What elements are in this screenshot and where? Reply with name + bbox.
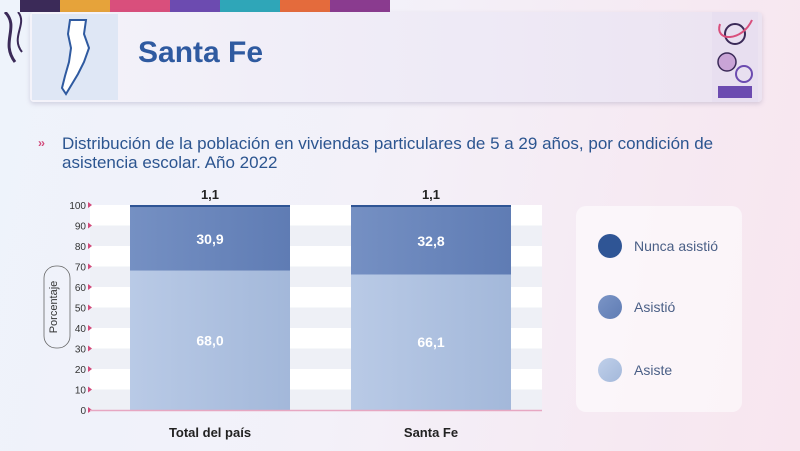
y-tick-label: 20 (75, 365, 87, 376)
y-tick-label: 100 (69, 201, 86, 212)
province-map (32, 14, 118, 100)
y-tick-label: 30 (75, 345, 87, 356)
grid-band (90, 266, 542, 287)
bar-0-0 (130, 270, 290, 410)
legend-swatch-asistio (598, 295, 622, 319)
y-tick-marker (88, 345, 92, 352)
double-chevron-icon: ›› (38, 136, 45, 150)
data-label: 1,1 (201, 187, 219, 202)
grid-band (90, 348, 542, 369)
grid-band (90, 225, 542, 246)
y-tick-label: 40 (75, 324, 87, 335)
legend-swatch-asiste (598, 358, 622, 382)
bar-0-1 (351, 274, 511, 410)
y-tick-label: 80 (75, 242, 87, 253)
y-tick-label: 10 (75, 386, 87, 397)
legend: Nunca asistió Asistió Asiste (576, 206, 742, 412)
bar-1-1 (351, 207, 511, 275)
decorative-faces-illustration (712, 12, 758, 102)
y-tick-label: 0 (80, 406, 86, 417)
grid-band (90, 307, 542, 328)
page-title: Santa Fe (138, 36, 264, 69)
y-tick-marker (88, 325, 92, 331)
y-tick-label: 90 (75, 222, 87, 233)
grid-band (90, 389, 542, 410)
data-label: 1,1 (422, 187, 440, 202)
santa-fe-map-icon (60, 19, 91, 96)
bar-2-0 (130, 205, 290, 208)
legend-label-asiste: Asiste (634, 362, 673, 378)
y-tick-marker (88, 243, 92, 249)
y-tick-label: 50 (75, 304, 87, 315)
decorative-left-swirl (3, 12, 23, 63)
y-tick-marker (88, 366, 92, 372)
data-label: 68,0 (196, 332, 223, 348)
data-label: 30,9 (196, 231, 223, 247)
y-tick-label: 60 (75, 283, 87, 294)
y-tick-marker (88, 284, 92, 290)
plot-background (90, 205, 542, 410)
y-tick-marker (88, 386, 92, 393)
chart-subtitle: Distribución de la población en vivienda… (62, 134, 714, 172)
bar-2-1 (351, 205, 511, 208)
y-tick-marker (88, 222, 92, 229)
x-tick-label: Santa Fe (404, 425, 458, 440)
bar-1-0 (130, 207, 290, 271)
y-tick-label: 70 (75, 263, 87, 274)
legend-swatch-nunca-asistio (598, 234, 622, 258)
y-axis-label-frame (43, 265, 71, 349)
header-banner: Santa Fe (30, 12, 762, 102)
y-tick-marker (88, 202, 92, 208)
decorative-top-strip (20, 0, 390, 12)
x-tick-label: Total del país (169, 425, 251, 440)
y-tick-marker (88, 263, 92, 270)
data-label: 32,8 (417, 233, 444, 249)
y-axis-label: Porcentaje (48, 281, 60, 334)
legend-label-nunca-asistio: Nunca asistió (634, 238, 719, 254)
y-tick-marker (88, 304, 92, 311)
y-tick-marker (88, 407, 92, 413)
legend-label-asistio: Asistió (634, 299, 676, 315)
data-label: 66,1 (417, 334, 444, 350)
